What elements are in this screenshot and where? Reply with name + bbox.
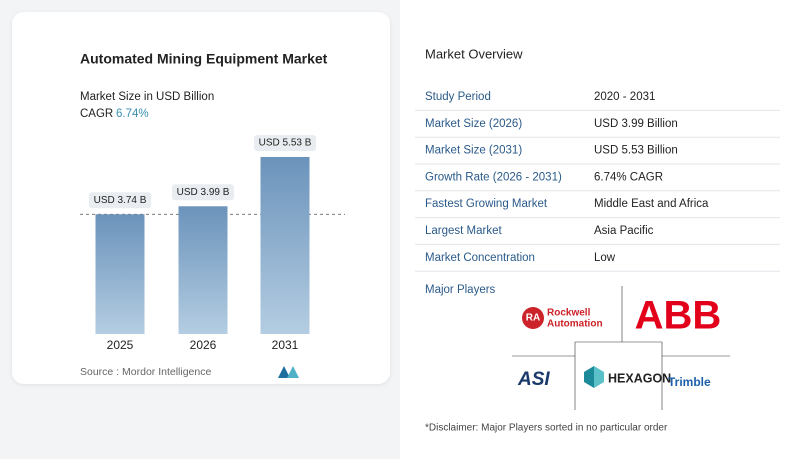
bar <box>260 157 310 334</box>
value-label: USD 5.53 B <box>259 138 312 149</box>
overview-label: Growth Rate (2026 - 2031) <box>425 171 562 183</box>
overview-value: Asia Pacific <box>594 225 654 237</box>
player-logo: Rockwell <box>547 308 591 319</box>
player-logo: Automation <box>547 319 603 330</box>
chart-title: Automated Mining Equipment Market <box>80 51 328 67</box>
rockwell-badge-text: RA <box>526 313 540 324</box>
overview-value: 2020 - 2031 <box>594 91 655 103</box>
overview-label: Study Period <box>425 91 491 103</box>
player-logo: ASI <box>517 369 550 390</box>
overview-label: Market Size (2031) <box>425 145 522 157</box>
brand-logo <box>278 366 299 378</box>
rockwell-badge <box>522 307 544 329</box>
overview-value: Middle East and Africa <box>594 198 709 210</box>
bar <box>178 206 228 334</box>
overview-title: Market Overview <box>425 46 523 61</box>
players-title: Major Players <box>425 284 496 296</box>
value-label-box <box>172 184 234 201</box>
hexagon-icon <box>584 366 604 388</box>
x-tick-label: 2031 <box>272 338 299 352</box>
overview-value: USD 5.53 Billion <box>594 145 678 157</box>
bar <box>95 214 145 334</box>
source: Source : Mordor Intelligence <box>80 366 211 378</box>
players-grid <box>512 286 730 410</box>
overview-label: Market Size (2026) <box>425 118 522 130</box>
overview-label: Largest Market <box>425 225 503 237</box>
overview-label: Fastest Growing Market <box>425 198 548 210</box>
player-logo: Trimble <box>668 375 711 389</box>
disclaimer: *Disclaimer: Major Players sorted in no … <box>425 423 668 434</box>
value-label: USD 3.99 B <box>177 187 230 198</box>
chart-subtitle: Market Size in USD Billion <box>80 91 214 103</box>
cagr-label: CAGR <box>80 108 113 120</box>
player-logo: HEXAGON <box>608 371 671 385</box>
x-tick-label: 2025 <box>107 338 134 352</box>
overview-value: USD 3.99 Billion <box>594 118 678 130</box>
overview-value: Low <box>594 252 616 264</box>
overview-label: Market Concentration <box>425 252 535 264</box>
value-label-box <box>254 135 316 151</box>
value-label-box <box>89 192 151 209</box>
value-label: USD 3.74 B <box>94 195 147 206</box>
overview-value: 6.74% CAGR <box>594 171 663 183</box>
player-logo: ABB <box>635 294 722 338</box>
cagr-value: 6.74% <box>116 108 149 120</box>
x-tick-label: 2026 <box>190 338 217 352</box>
